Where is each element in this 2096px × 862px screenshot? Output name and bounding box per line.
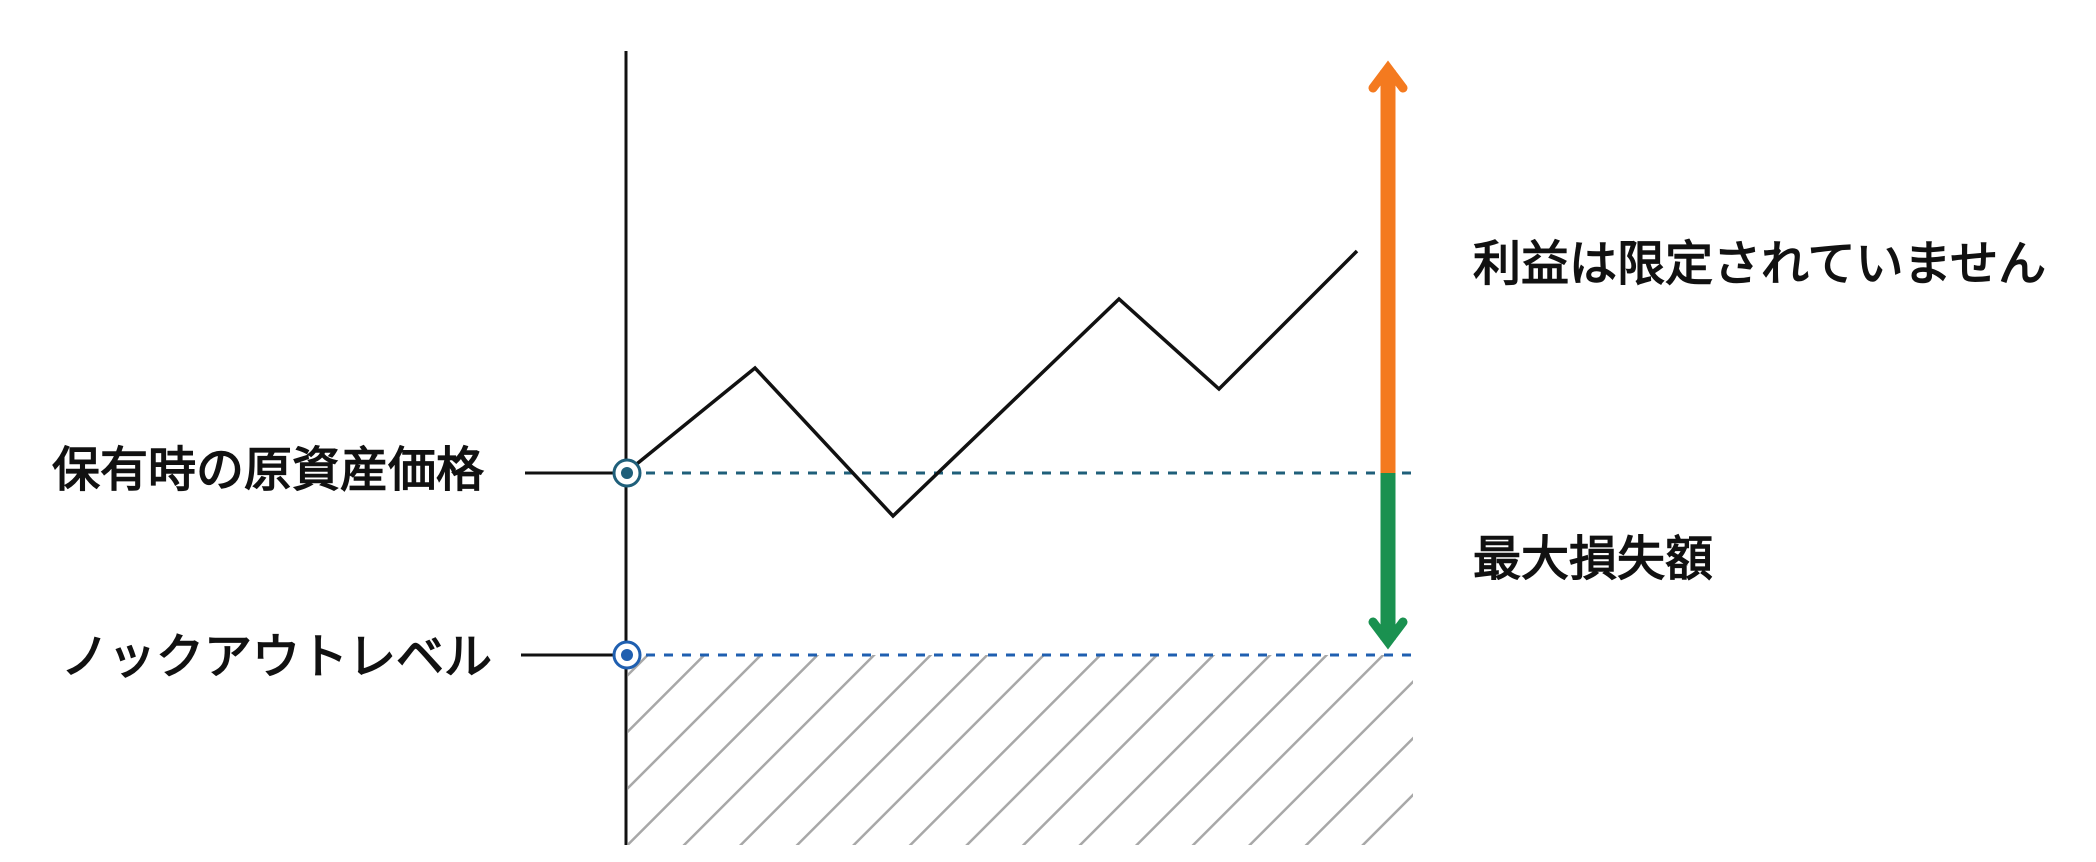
max-loss-label: 最大損失額 bbox=[1473, 531, 1713, 587]
marker-dot bbox=[621, 649, 633, 661]
loss-arrowhead bbox=[1368, 617, 1408, 650]
profit-arrowhead bbox=[1368, 60, 1408, 93]
hatched-area bbox=[628, 655, 1413, 845]
holding-price-label: 保有時の原資産価格 bbox=[52, 442, 485, 498]
profit-label: 利益は限定されていません bbox=[1473, 236, 2046, 292]
marker-dot bbox=[621, 467, 633, 479]
knockout-label: ノックアウトレベル bbox=[61, 629, 492, 685]
price-path bbox=[626, 249, 1359, 519]
